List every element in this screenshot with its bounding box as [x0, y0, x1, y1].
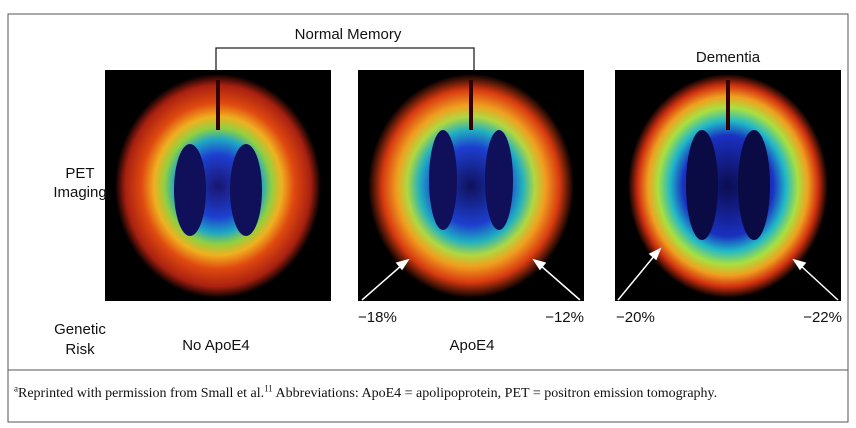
change-label: −18% [358, 309, 397, 326]
footnote-text: Abbreviations: ApoE4 = apolipoprotein, P… [272, 386, 718, 401]
arrows [361, 247, 839, 301]
change-label: −22% [803, 309, 842, 326]
pet-image [358, 70, 584, 301]
risk-label: No ApoE4 [182, 337, 250, 354]
change-label: −12% [545, 309, 584, 326]
footnote: aReprinted with permission from Small et… [14, 384, 834, 403]
row-label: Imaging [53, 184, 106, 201]
bracket [215, 47, 475, 70]
pet-image [615, 70, 841, 301]
footnote-ref: 11 [264, 383, 273, 394]
footnote-frame [7, 369, 849, 423]
row-label: PET [65, 165, 94, 182]
group-label: Normal Memory [295, 26, 402, 43]
row-label: Risk [65, 341, 95, 358]
risk-label: ApoE4 [449, 337, 494, 354]
pet-image [105, 70, 331, 301]
footnote-text: Reprinted with permission from Small et … [18, 386, 265, 401]
change-label: −20% [616, 309, 655, 326]
row-label: Genetic [54, 321, 106, 338]
group-label: Dementia [696, 49, 761, 66]
footnote-marker: a [14, 383, 18, 394]
